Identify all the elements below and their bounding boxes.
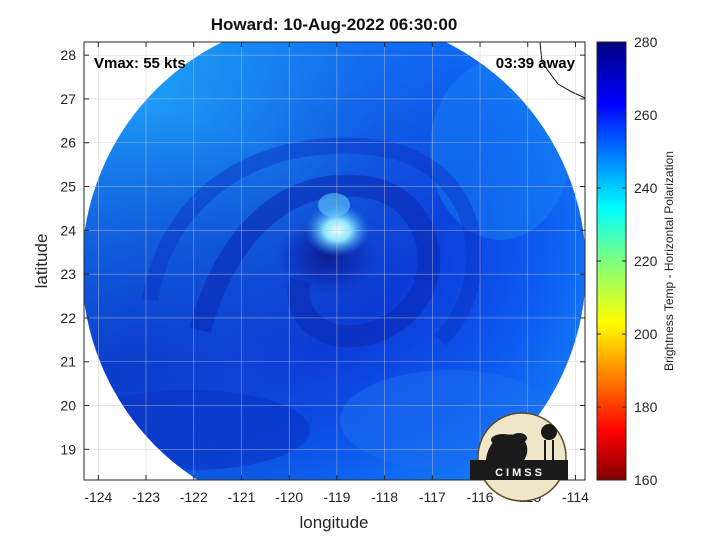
x-tick-label: -114 — [562, 489, 589, 505]
plot-frame — [83, 41, 586, 481]
colorbar-tick-label: 180 — [634, 399, 658, 415]
y-tick-label: 24 — [60, 222, 76, 238]
x-tick-label: -120 — [275, 489, 303, 505]
time-away-annotation: 03:39 away — [496, 55, 576, 72]
y-tick-label: 28 — [60, 47, 76, 63]
colorbar-ticks: 160 180 200 220 240 260 280 — [597, 34, 658, 488]
y-tick-label: 26 — [60, 135, 76, 151]
y-tick-label: 23 — [60, 266, 76, 282]
colorbar-ramp — [596, 41, 627, 481]
colorbar-tick-label: 200 — [634, 326, 658, 342]
x-tick-label: -121 — [227, 489, 255, 505]
x-axis-label: longitude — [299, 513, 368, 532]
y-tick-label: 20 — [60, 398, 76, 414]
x-tick-label: -119 — [323, 489, 350, 505]
x-tick-label: -123 — [132, 489, 160, 505]
brightness-temp-swath — [84, 42, 585, 480]
x-tick-label: -117 — [419, 489, 446, 505]
y-tick-label: 21 — [60, 354, 76, 370]
y-tick-label: 19 — [60, 441, 76, 457]
chart-title: Howard: 10-Aug-2022 06:30:00 — [211, 15, 458, 34]
x-tick-label: -122 — [180, 489, 208, 505]
colorbar-tick-label: 220 — [634, 253, 658, 269]
cimss-logo: CIMSS — [470, 412, 568, 502]
logo-text: CIMSS — [495, 467, 545, 479]
colorbar-tick-label: 160 — [634, 472, 658, 488]
colorbar-tick-label: 260 — [634, 107, 658, 123]
x-tick-label: -118 — [371, 489, 398, 505]
vmax-annotation: Vmax: 55 kts — [94, 55, 186, 72]
y-axis-ticks: 19 20 21 22 23 24 25 26 27 28 — [60, 47, 585, 457]
colorbar-tick-label: 280 — [634, 34, 658, 50]
y-tick-label: 22 — [60, 310, 76, 326]
y-axis-label: latitude — [32, 234, 51, 289]
colorbar-label: Brightness Temp - Horizontal Polarizatio… — [662, 151, 676, 371]
y-tick-label: 27 — [60, 91, 76, 107]
coastline — [539, 41, 586, 99]
grid — [84, 42, 585, 480]
x-tick-label: -124 — [84, 489, 112, 505]
x-axis-ticks: -124-123-122-121-120-119-118-117-116-115… — [84, 42, 589, 505]
y-tick-label: 25 — [60, 179, 76, 195]
x-tick-label: -116 — [467, 489, 494, 505]
colorbar: 160 180 200 220 240 260 280 Brightness Temp - … — [596, 34, 676, 488]
colorbar-tick-label: 240 — [634, 180, 658, 196]
